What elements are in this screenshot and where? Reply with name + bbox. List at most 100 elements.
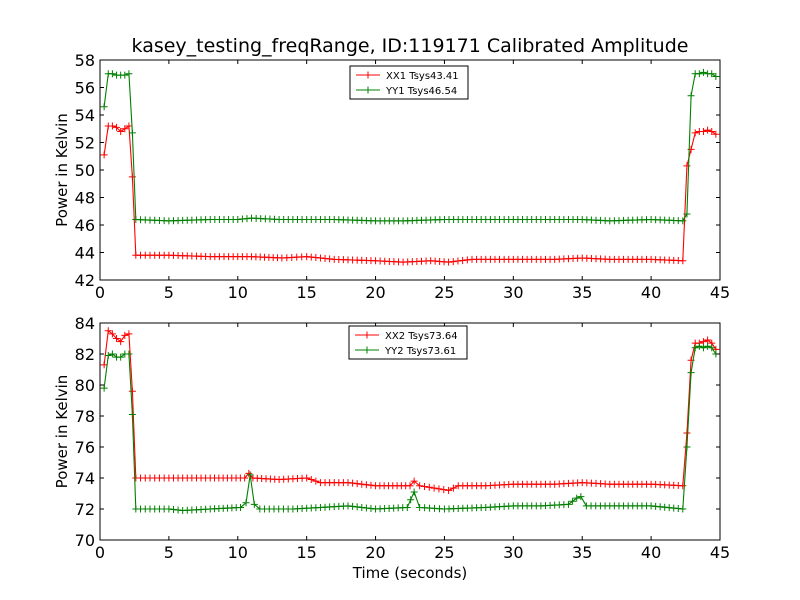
x-tick-label: 15 [296, 543, 316, 562]
legend-label: XX1 Tsys43.41 [386, 71, 459, 82]
x-tick-label: 5 [164, 283, 174, 302]
data-point [704, 126, 712, 134]
subplot-2: 0 5 10 15 20 25 30 35 40 45 70 72 74 76 78 80 82 84 Power … [53, 314, 730, 582]
data-point [695, 342, 703, 350]
data-point [679, 482, 687, 490]
y-tick-label: 84 [75, 314, 95, 333]
data-point [679, 257, 687, 265]
legend-label: YY2 Tsys73.61 [384, 346, 456, 357]
x-tick-label: 0 [95, 543, 105, 562]
x-tick-label: 25 [434, 543, 454, 562]
series-markers-1 [100, 122, 720, 266]
data-point [712, 73, 720, 80]
x-tick-label: 40 [641, 283, 661, 302]
data-point [691, 344, 699, 352]
data-point [125, 70, 133, 78]
data-point [358, 480, 366, 488]
data-point [349, 479, 357, 487]
data-point [430, 484, 438, 492]
data-point [307, 476, 315, 484]
legend-marker [363, 346, 371, 354]
data-point [403, 503, 411, 511]
x-axis-label: Time (seconds) [352, 564, 468, 582]
data-point [117, 353, 125, 361]
legend-marker [363, 331, 371, 339]
plot-area [100, 68, 720, 266]
x-tick-label: 0 [95, 283, 105, 302]
data-point [165, 505, 173, 513]
data-point [125, 122, 133, 130]
data-point [113, 335, 121, 342]
data-point [679, 217, 687, 225]
data-point [440, 486, 448, 494]
x-tick-label: 20 [365, 543, 385, 562]
data-point [367, 504, 375, 512]
data-point [704, 336, 712, 344]
data-point [353, 480, 361, 488]
data-point [104, 327, 112, 335]
data-point [125, 330, 133, 338]
y-tick-label: 50 [75, 161, 95, 180]
data-point [117, 128, 125, 135]
x-tick-label: 5 [164, 543, 174, 562]
data-point [407, 496, 415, 504]
data-point [449, 258, 457, 266]
data-point [242, 499, 250, 507]
x-tick-label: 30 [503, 543, 523, 562]
data-point [245, 469, 253, 477]
data-point [100, 103, 108, 111]
data-point [108, 350, 116, 358]
y-tick-label: 80 [75, 376, 95, 395]
data-point [435, 485, 443, 493]
series-markers-1 [100, 327, 720, 494]
data-point [683, 429, 691, 437]
data-point [577, 493, 585, 501]
data-point [569, 497, 577, 505]
data-point [425, 483, 433, 491]
data-point [108, 70, 116, 78]
y-tick-label: 74 [75, 469, 95, 488]
data-point [679, 505, 687, 513]
data-point [708, 344, 716, 352]
y-tick-label: 82 [75, 345, 95, 364]
data-point [445, 486, 453, 494]
data-point [128, 173, 136, 181]
y-tick-label: 58 [75, 51, 95, 70]
x-tick-label: 35 [572, 283, 592, 302]
data-point [463, 256, 471, 264]
data-point [410, 477, 418, 485]
data-point [683, 162, 691, 170]
legend-marker [364, 86, 372, 94]
data-point [344, 502, 352, 510]
data-point [358, 503, 366, 511]
data-point [108, 122, 116, 130]
data-point [420, 483, 428, 491]
data-point [113, 123, 121, 131]
data-point [100, 151, 108, 159]
data-point [312, 477, 320, 485]
data-point [687, 92, 695, 100]
data-point [449, 484, 457, 492]
plot-area [100, 327, 720, 515]
data-point [241, 474, 249, 482]
x-tick-label: 10 [228, 283, 248, 302]
data-point [108, 330, 116, 338]
y-tick-label: 56 [75, 79, 95, 98]
data-point [100, 361, 108, 369]
data-point [169, 506, 177, 514]
data-point [683, 443, 691, 451]
x-tick-label: 45 [710, 283, 730, 302]
data-point [691, 129, 699, 137]
y-tick-label: 70 [75, 531, 95, 550]
data-point [250, 500, 258, 508]
legend: XX1 Tsys43.41 YY1 Tsys46.54 [349, 65, 469, 100]
axes-frame [99, 322, 721, 541]
data-point [362, 504, 370, 512]
x-tick-label: 10 [228, 543, 248, 562]
y-tick-label: 76 [75, 438, 95, 457]
series-markers-2 [100, 68, 720, 225]
data-point [410, 488, 418, 496]
data-point [125, 350, 133, 358]
data-point [100, 384, 108, 392]
data-point [349, 502, 357, 510]
